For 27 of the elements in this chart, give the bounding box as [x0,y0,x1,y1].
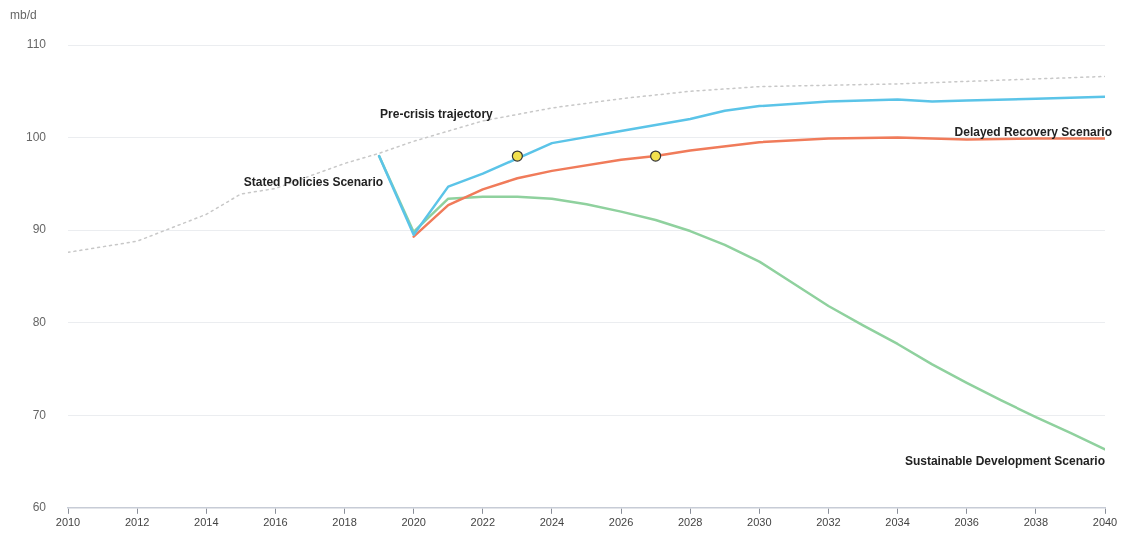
series-label: Stated Policies Scenario [243,175,384,190]
y-tick-label: 90 [32,222,47,237]
x-tick-label: 2010 [55,516,81,529]
x-tick-label: 2034 [885,516,910,529]
y-tick-label: 110 [26,37,47,52]
x-tick-label: 2028 [677,516,703,529]
y-axis-title: mb/d [10,8,37,23]
x-tick-label: 2024 [539,516,565,529]
x-tick-label: 2020 [401,516,426,529]
x-tick-label: 2030 [747,516,772,529]
series-label: Sustainable Development Scenario [904,453,1105,468]
x-tick-label: 2040 [1092,516,1118,529]
y-tick-label: 60 [32,500,47,515]
x-tick-label: 2018 [332,516,357,529]
x-tick-label: 2022 [470,516,496,529]
x-tick-label: 2038 [1023,516,1049,529]
y-tick-label: 70 [32,407,47,422]
x-tick-label: 2026 [608,516,634,529]
x-tick-label: 2036 [954,516,979,529]
x-tick-label: 2012 [124,516,150,529]
y-tick-label: 100 [25,129,47,144]
x-tick-label: 2032 [816,516,841,529]
series-label: Pre-crisis trajectory [380,107,494,122]
x-tick-label: 2016 [263,516,288,529]
y-tick-label: 80 [32,314,47,329]
x-tick-label: 2014 [194,516,219,529]
series-label: Delayed Recovery Scenario [954,124,1112,139]
